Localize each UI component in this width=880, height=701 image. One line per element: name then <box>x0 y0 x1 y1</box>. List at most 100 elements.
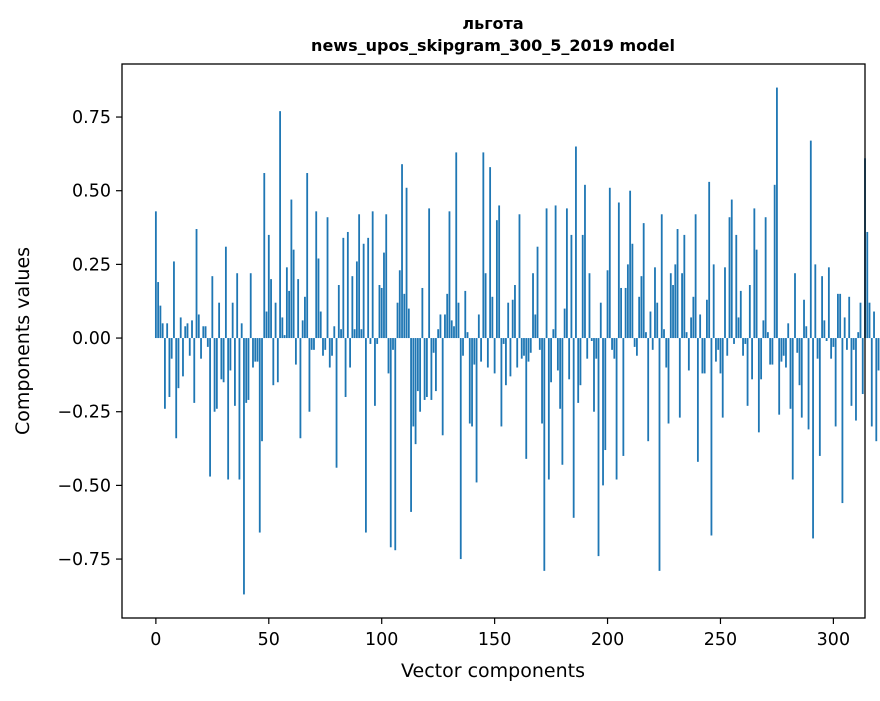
bar-125 <box>437 329 440 339</box>
bar-132 <box>453 326 455 339</box>
bar-178 <box>556 338 559 371</box>
bar-193 <box>590 338 593 341</box>
bar-271 <box>766 332 769 339</box>
bar-84 <box>344 338 347 397</box>
bar-295 <box>821 276 823 339</box>
bar-60 <box>290 199 293 339</box>
bar-62 <box>294 338 297 365</box>
bar-43 <box>252 338 254 368</box>
bar-83 <box>342 237 345 339</box>
bar-0 <box>154 211 157 339</box>
bar-233 <box>681 273 683 339</box>
bar-56 <box>281 317 284 339</box>
bar-222 <box>656 302 659 339</box>
bar-192 <box>588 273 591 339</box>
bar-36 <box>236 273 239 339</box>
bar-316 <box>868 302 871 339</box>
bar-14 <box>186 323 189 339</box>
bar-227 <box>667 338 670 424</box>
bar-262 <box>746 338 749 406</box>
bar-121 <box>428 208 431 339</box>
bar-302 <box>837 293 839 339</box>
bar-270 <box>764 217 767 339</box>
bar-150 <box>493 338 496 374</box>
bar-288 <box>805 326 808 339</box>
bar-155 <box>505 338 507 386</box>
bar-15 <box>188 338 191 356</box>
bar-29 <box>220 338 223 380</box>
bar-137 <box>464 290 467 339</box>
bar-317 <box>870 338 873 427</box>
bar-26 <box>213 338 216 412</box>
bar-114 <box>412 338 415 427</box>
bar-265 <box>753 208 756 339</box>
x-tick-label-150: 150 <box>478 630 511 650</box>
bar-161 <box>518 214 521 339</box>
bar-65 <box>301 320 304 339</box>
bar-131 <box>450 320 453 339</box>
bar-228 <box>669 273 672 339</box>
bar-153 <box>500 338 503 427</box>
bar-142 <box>475 338 478 483</box>
bar-184 <box>570 234 573 339</box>
bar-236 <box>687 338 690 371</box>
bar-160 <box>516 338 519 368</box>
bar-251 <box>721 338 724 418</box>
bar-1 <box>157 282 160 339</box>
bar-81 <box>337 285 340 339</box>
bar-143 <box>477 314 480 339</box>
bar-254 <box>728 217 731 339</box>
x-tick-label-50: 50 <box>258 630 280 650</box>
bar-289 <box>807 338 810 430</box>
bar-103 <box>387 338 390 374</box>
bar-213 <box>636 338 638 356</box>
bar-59 <box>288 290 291 339</box>
y-axis-label: Components values <box>12 247 34 435</box>
bar-145 <box>482 152 485 339</box>
bar-104 <box>389 338 392 548</box>
bar-106 <box>394 338 397 551</box>
bar-39 <box>243 338 245 595</box>
bar-212 <box>633 338 636 347</box>
bar-49 <box>265 311 268 339</box>
bar-243 <box>703 338 706 374</box>
x-axis-ticks: 0 50 100 150 200 250 300 <box>150 618 850 650</box>
bar-297 <box>825 338 828 341</box>
bar-230 <box>674 264 677 339</box>
bar-292 <box>814 264 817 339</box>
bar-162 <box>520 338 523 359</box>
bar-248 <box>715 338 717 362</box>
bar-22 <box>204 326 207 339</box>
bar-283 <box>794 273 796 339</box>
bar-215 <box>640 276 643 339</box>
bar-244 <box>706 299 708 339</box>
bar-110 <box>403 293 406 339</box>
bar-74 <box>322 338 324 356</box>
bar-280 <box>787 323 790 339</box>
bar-281 <box>789 338 792 409</box>
bar-285 <box>798 338 801 386</box>
bar-157 <box>509 338 512 377</box>
bar-158 <box>511 299 514 339</box>
bar-234 <box>683 234 686 339</box>
bar-54 <box>276 338 279 383</box>
bar-291 <box>812 338 814 539</box>
bar-304 <box>841 338 844 504</box>
bar-303 <box>839 293 842 339</box>
bar-299 <box>830 338 833 359</box>
bar-80 <box>335 338 338 468</box>
bar-256 <box>733 338 735 344</box>
bar-118 <box>421 287 424 339</box>
bar-277 <box>780 338 783 362</box>
bar-140 <box>471 338 473 427</box>
plot-frame <box>121 63 866 619</box>
bar-79 <box>333 326 336 339</box>
bar-116 <box>416 338 419 392</box>
y-axis-ticks: −0.75 −0.50 −0.25 0.00 0.25 0.50 0.75 <box>57 108 122 570</box>
bar-320 <box>877 338 880 371</box>
bar-272 <box>769 338 772 365</box>
bar-287 <box>803 299 805 339</box>
bar-134 <box>457 302 460 339</box>
bar-115 <box>414 338 417 445</box>
